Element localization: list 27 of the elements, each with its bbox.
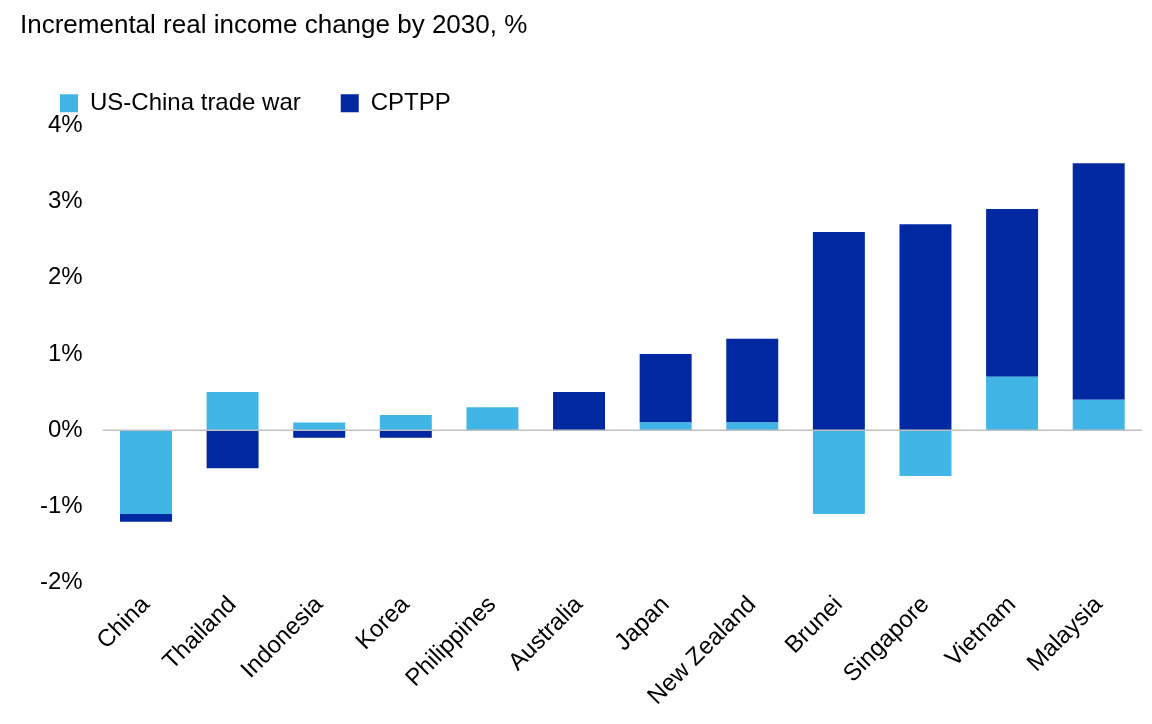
bar [206, 392, 259, 431]
bar [466, 407, 519, 431]
legend-label: CPTPP [370, 87, 451, 115]
bar [379, 414, 432, 431]
bar [986, 209, 1039, 377]
bar [120, 430, 172, 515]
bar [206, 430, 259, 469]
bar [726, 338, 779, 423]
bar [1072, 163, 1125, 400]
bar [899, 430, 952, 476]
chart-title: Incremental real income change by 2030, % [20, 8, 528, 39]
y-tick-label: -1% [39, 491, 83, 519]
legend-label: US-China trade war [90, 87, 301, 115]
bar [812, 231, 865, 431]
y-tick-label: 4% [47, 109, 83, 137]
bar [1072, 399, 1125, 431]
y-tick-label: 2% [47, 262, 83, 290]
y-tick-label: 1% [47, 338, 83, 366]
bar [986, 376, 1039, 431]
bar [812, 430, 865, 515]
bar [899, 224, 952, 431]
y-tick-label: 3% [47, 186, 83, 214]
bar [553, 392, 606, 431]
bar [120, 514, 172, 522]
bar [639, 353, 692, 423]
y-tick-label: -2% [39, 567, 83, 595]
y-tick-label: 0% [47, 414, 83, 442]
